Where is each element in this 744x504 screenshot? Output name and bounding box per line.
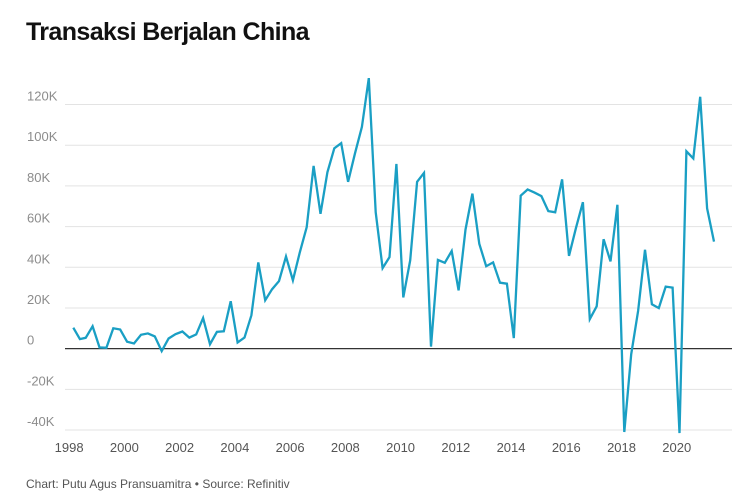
y-tick-label: 100K <box>27 129 58 144</box>
y-tick-label: 40K <box>27 251 50 266</box>
x-tick-label: 2006 <box>276 440 305 455</box>
chart-footer: Chart: Putu Agus Pransuamitra • Source: … <box>26 477 290 491</box>
x-tick-label: 2020 <box>662 440 691 455</box>
x-tick-label: 2004 <box>220 440 249 455</box>
y-tick-label: -20K <box>27 373 55 388</box>
series-layer <box>72 77 716 434</box>
x-tick-label: 2000 <box>110 440 139 455</box>
y-tick-label: 0 <box>27 333 34 348</box>
x-tick-label: 2016 <box>552 440 581 455</box>
x-tick-label: 2008 <box>331 440 360 455</box>
y-tick-label: 80K <box>27 170 50 185</box>
series-line <box>72 77 716 434</box>
x-tick-label: 2018 <box>607 440 636 455</box>
y-tick-label: -40K <box>27 414 55 429</box>
y-tick-label: 20K <box>27 292 50 307</box>
source-text: Source: Refinitiv <box>202 477 290 491</box>
chart-title: Transaksi Berjalan China <box>26 18 310 46</box>
y-axis-ticks: 120K 100K 80K 60K 40K 20K 0 -20K -40K <box>27 89 58 429</box>
footer-separator: • <box>194 477 199 491</box>
x-axis-ticks: 1998 2000 2002 2004 2006 2008 2010 2012 2014 2016… <box>55 440 692 455</box>
x-tick-label: 2014 <box>497 440 526 455</box>
credit-text: Chart: Putu Agus Pransuamitra <box>26 477 192 491</box>
gridlines <box>65 104 732 431</box>
y-tick-label: 60K <box>27 211 50 226</box>
x-tick-label: 2012 <box>441 440 470 455</box>
x-tick-label: 1998 <box>55 440 84 455</box>
y-tick-label: 120K <box>27 89 58 104</box>
x-tick-label: 2010 <box>386 440 415 455</box>
x-tick-label: 2002 <box>165 440 194 455</box>
